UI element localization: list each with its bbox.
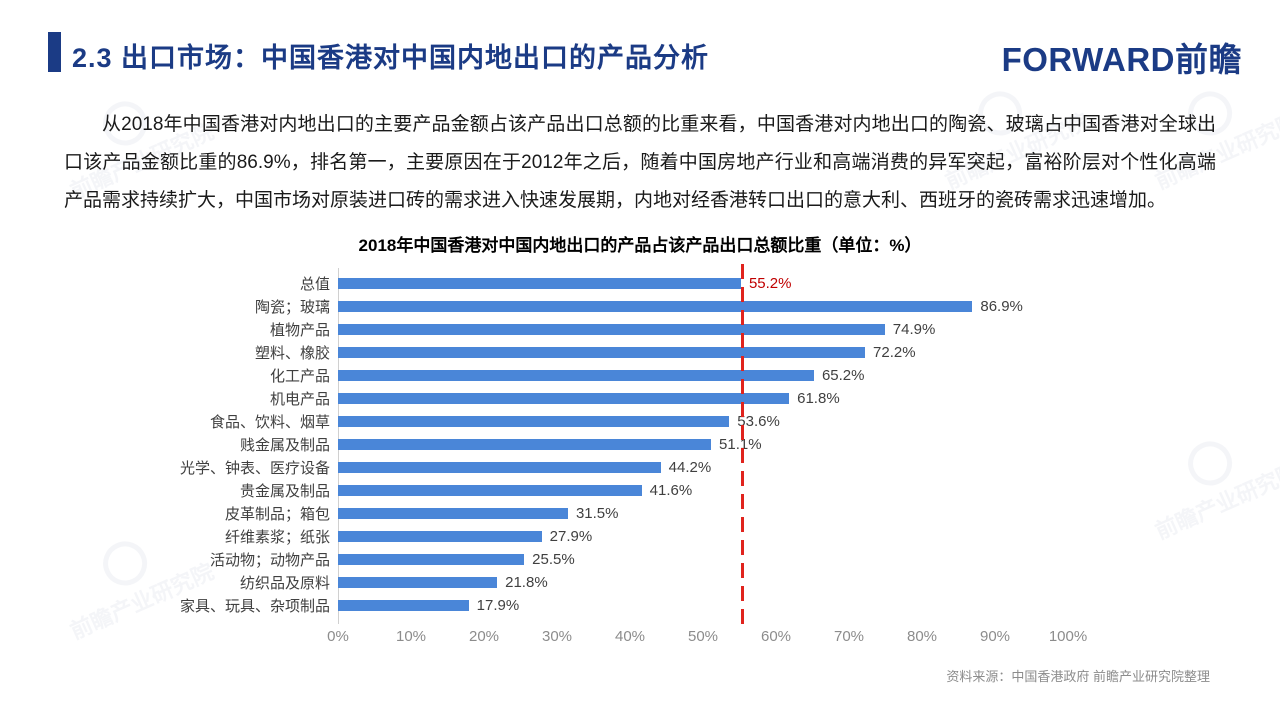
category-label: 家具、玩具、杂项制品	[179, 598, 330, 615]
page-title: 2.3 出口市场：中国香港对中国内地出口的产品分析	[72, 43, 710, 73]
bar-area: 17.9%	[338, 594, 1216, 617]
bar	[338, 577, 498, 588]
x-tick-label: 100%	[1048, 628, 1088, 645]
x-tick-label: 40%	[614, 628, 646, 645]
chart-row: 塑料、橡胶 72.2%	[64, 341, 1216, 364]
body-paragraph: 从2018年中国香港对内地出口的主要产品金额占该产品出口总额的比重来看，中国香港…	[64, 114, 1216, 211]
value-label: 31.5%	[575, 505, 619, 522]
chart-row: 活动物；动物产品 25.5%	[64, 548, 1216, 571]
category-label: 塑料、橡胶	[254, 345, 330, 362]
chart-row: 总值 55.2%	[64, 272, 1216, 295]
category-label: 光学、钟表、医疗设备	[179, 460, 330, 477]
x-tick-label: 80%	[906, 628, 938, 645]
category-label: 植物产品	[269, 322, 330, 339]
category-label: 贵金属及制品	[239, 483, 330, 500]
bar-area: 21.8%	[338, 571, 1216, 594]
bar-area: 74.9%	[338, 318, 1216, 341]
bar-area: 31.5%	[338, 502, 1216, 525]
value-label: 21.8%	[505, 574, 548, 591]
value-label: 72.2%	[873, 344, 916, 361]
chart-row: 皮革制品；箱包 31.5%	[64, 502, 1216, 525]
bar-area: 55.2%	[338, 272, 1216, 295]
value-label: 86.9%	[980, 298, 1023, 315]
chart-row: 陶瓷；玻璃 86.9%	[64, 295, 1216, 318]
x-tick-label: 10%	[395, 628, 427, 645]
category-label: 陶瓷；玻璃	[254, 299, 330, 316]
category-label: 贱金属及制品	[239, 437, 330, 454]
bar-area: 51.1%	[338, 433, 1216, 456]
bar	[338, 347, 866, 358]
chart-row: 机电产品 61.8%	[64, 387, 1216, 410]
bar	[338, 301, 973, 312]
category-label: 总值	[299, 276, 330, 293]
bar-area: 41.6%	[338, 479, 1216, 502]
reference-line	[740, 264, 744, 630]
bar	[338, 393, 790, 404]
category-label: 活动物；动物产品	[209, 552, 330, 569]
bar-area: 44.2%	[338, 456, 1216, 479]
bar-area: 25.5%	[338, 548, 1216, 571]
value-label: 44.2%	[668, 459, 712, 476]
x-tick-label: 50%	[687, 628, 719, 645]
chart-row: 光学、钟表、医疗设备 44.2%	[64, 456, 1216, 479]
value-label: 17.9%	[476, 597, 520, 614]
value-label: 27.9%	[549, 528, 593, 545]
bar	[338, 600, 469, 611]
chart-row: 植物产品 74.9%	[64, 318, 1216, 341]
bar	[338, 554, 525, 565]
bar-area: 86.9%	[338, 295, 1216, 318]
value-label: 51.1%	[719, 436, 762, 453]
x-tick-label: 30%	[541, 628, 573, 645]
source-note: 资料来源：中国香港政府 前瞻产业研究院整理	[946, 669, 1210, 684]
value-label: 25.5%	[532, 551, 575, 568]
x-tick-label: 20%	[468, 628, 500, 645]
chart-title: 2018年中国香港对中国内地出口的产品占该产品出口总额比重（单位：%）	[358, 236, 922, 255]
chart-row: 化工产品 65.2%	[64, 364, 1216, 387]
bar	[338, 278, 741, 289]
chart-row: 贵金属及制品 41.6%	[64, 479, 1216, 502]
bar-area: 27.9%	[338, 525, 1216, 548]
forward-logo: FORWARD前瞻	[1001, 41, 1242, 78]
value-label: 61.8%	[797, 390, 840, 407]
bar	[338, 416, 730, 427]
bar-area: 53.6%	[338, 410, 1216, 433]
chart-row: 纺织品及原料 21.8%	[64, 571, 1216, 594]
title-accent-bar	[48, 32, 61, 72]
category-label: 纤维素浆；纸张	[224, 529, 330, 546]
bar-chart: 总值 55.2% 陶瓷；玻璃 86.9% 植物产品 74.9% 塑料、橡胶 72.2% 化工产品…	[64, 264, 1216, 652]
value-label: 65.2%	[821, 367, 865, 384]
bar-area: 61.8%	[338, 387, 1216, 410]
chart-row: 家具、玩具、杂项制品 17.9%	[64, 594, 1216, 617]
value-label: 41.6%	[649, 482, 693, 499]
bar	[338, 370, 814, 381]
x-tick-label: 90%	[979, 628, 1011, 645]
x-tick-label: 70%	[833, 628, 865, 645]
category-label: 纺织品及原料	[239, 575, 330, 592]
bar	[338, 462, 661, 473]
category-label: 化工产品	[269, 368, 330, 385]
chart-rows: 总值 55.2% 陶瓷；玻璃 86.9% 植物产品 74.9% 塑料、橡胶 72.2% 化工产品…	[64, 272, 1216, 617]
bar-area: 72.2%	[338, 341, 1216, 364]
category-label: 皮革制品；箱包	[224, 506, 330, 523]
category-label: 机电产品	[269, 391, 330, 408]
bar	[338, 508, 568, 519]
chart-row: 纤维素浆；纸张 27.9%	[64, 525, 1216, 548]
value-label: 55.2%	[748, 275, 792, 292]
bar	[338, 439, 712, 450]
bar	[338, 485, 642, 496]
value-label: 74.9%	[892, 321, 936, 338]
x-tick-label: 0%	[327, 628, 349, 645]
value-label: 53.6%	[737, 413, 780, 430]
chart-row: 贱金属及制品 51.1%	[64, 433, 1216, 456]
x-axis: 0% 10% 20% 30% 40% 50% 60% 70% 80% 90% 100%	[64, 628, 1216, 650]
bar	[338, 531, 542, 542]
category-label: 食品、饮料、烟草	[209, 414, 330, 431]
bar-area: 65.2%	[338, 364, 1216, 387]
chart-row: 食品、饮料、烟草 53.6%	[64, 410, 1216, 433]
bar	[338, 324, 885, 335]
x-tick-label: 60%	[760, 628, 792, 645]
